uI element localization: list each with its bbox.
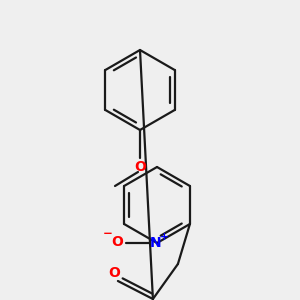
Text: N: N bbox=[150, 236, 162, 250]
Text: +: + bbox=[160, 232, 168, 242]
Text: O: O bbox=[111, 235, 123, 249]
Text: O: O bbox=[108, 266, 120, 280]
Text: −: − bbox=[103, 227, 113, 241]
Text: O: O bbox=[134, 160, 146, 174]
